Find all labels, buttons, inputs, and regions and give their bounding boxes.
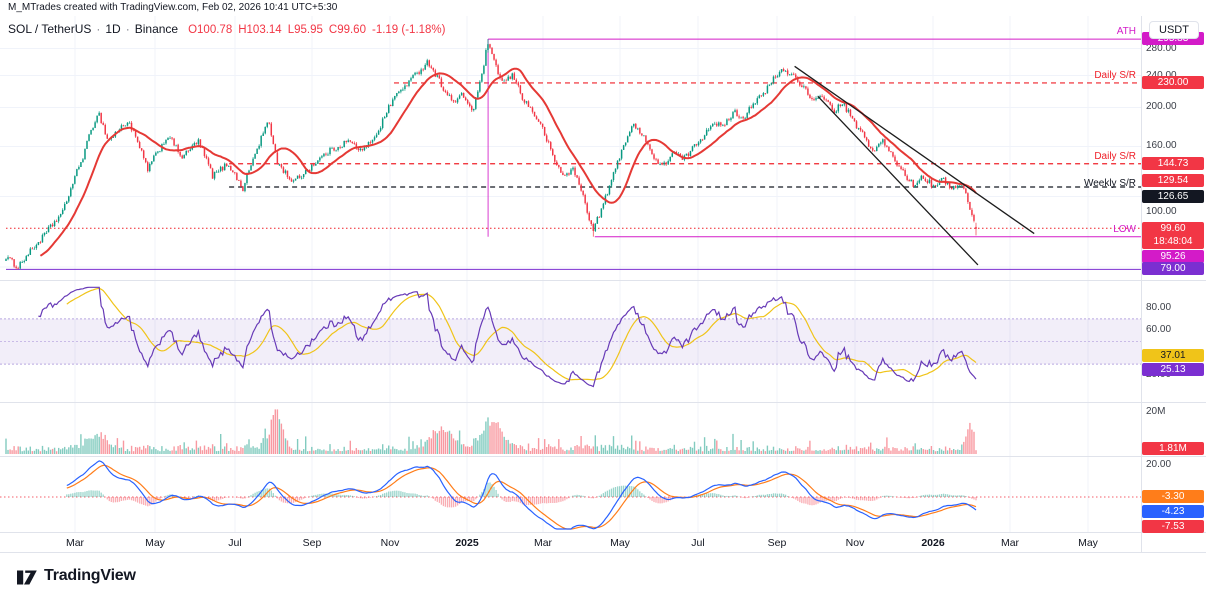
- axis-badge-low: 95.26: [1142, 250, 1204, 263]
- time-axis-label: Sep: [302, 537, 322, 549]
- time-axis-label: Nov: [380, 537, 400, 549]
- axis-badge-weekly_sr: 126.65: [1142, 190, 1204, 203]
- price-axis-label: 200.00: [1146, 101, 1177, 113]
- macd-badge-orange: -3.30: [1142, 490, 1204, 503]
- pane-separator: [0, 280, 1206, 281]
- tradingview-logo-icon[interactable]: [16, 566, 38, 591]
- level-label-ath: ATH: [1116, 26, 1136, 37]
- ohlc-close: C99.60: [328, 24, 366, 36]
- macd-badge-blue: -4.23: [1142, 505, 1204, 518]
- symbol-name[interactable]: SOL / TetherUS: [8, 22, 92, 36]
- rsi-axis-label: 60.00: [1146, 324, 1172, 336]
- axis-badge-level_79: 79.00: [1142, 262, 1204, 275]
- time-axis-label: 2025: [455, 537, 479, 549]
- rsi-badge-purple: 25.13: [1142, 362, 1204, 376]
- macd-badge-red: -7.53: [1142, 520, 1204, 533]
- level-label-daily_sr_lower: Daily S/R: [1094, 151, 1136, 162]
- bar-countdown: 18:48:04: [1153, 236, 1193, 247]
- price-axis-label: 100.00: [1146, 206, 1177, 217]
- level-label-weekly_sr: Weekly S/R: [1083, 178, 1136, 189]
- price-axis-border: [1141, 16, 1142, 553]
- volume-badge: 1.81M: [1142, 442, 1204, 455]
- ma-line: [39, 67, 977, 257]
- last-price-badge: 99.60 18:48:04: [1142, 222, 1204, 249]
- legend-separator: ·: [96, 22, 101, 36]
- ohlc-high: H103.14: [238, 24, 282, 36]
- interval-label[interactable]: 1D: [105, 22, 121, 36]
- volume-axis-label: 20M: [1146, 406, 1166, 417]
- rsi-line: [38, 286, 977, 388]
- ohlc-open: O100.78: [188, 24, 233, 36]
- candles-up: [5, 39, 963, 270]
- rsi-axis-label: 80.00: [1146, 301, 1172, 313]
- time-axis[interactable]: [0, 533, 1206, 553]
- trendline-1: [794, 65, 1035, 235]
- chart-area[interactable]: SOL / TetherUS · 1D · Binance O100.78 H103.14 L…: [0, 16, 1206, 553]
- time-axis-label: 2026: [921, 537, 945, 549]
- rsi-pane[interactable]: [0, 281, 1141, 402]
- currency-button[interactable]: USDT: [1149, 21, 1199, 39]
- time-axis-label: Mar: [65, 537, 85, 549]
- axis-badge-daily_sr_lower: 144.73: [1142, 157, 1204, 170]
- price-axis-label: 160.00: [1146, 140, 1177, 152]
- candles-down: [9, 43, 977, 270]
- ohlc-values: O100.78 H103.14 L95.95 C99.60 -1.19 (-1.18%): [188, 24, 451, 36]
- volume-pane[interactable]: [0, 403, 1141, 456]
- time-axis-label: May: [145, 537, 165, 549]
- main-price-pane[interactable]: [0, 16, 1141, 280]
- time-axis-label: May: [610, 537, 630, 549]
- macd-axis-label: 20.00: [1146, 459, 1172, 470]
- watermark-text: M_MTrades created with TradingView.com, …: [8, 2, 338, 13]
- pane-separator: [0, 532, 1206, 533]
- macd-line: [66, 460, 977, 530]
- ohlc-low: L95.95: [287, 24, 323, 36]
- pane-separator: [0, 456, 1206, 457]
- price-axis-label: 280.00: [1146, 42, 1177, 54]
- trendline-2: [817, 95, 979, 266]
- ohlc-change: -1.19 (-1.18%): [371, 24, 446, 36]
- level-label-daily_sr_upper: Daily S/R: [1094, 70, 1136, 81]
- time-axis-label: Nov: [845, 537, 865, 549]
- exchange-label[interactable]: Binance: [134, 22, 179, 36]
- symbol-legend: SOL / TetherUS · 1D · Binance O100.78 H103.14 L…: [8, 22, 452, 36]
- time-axis-label: May: [1078, 537, 1098, 549]
- rsi-badge-yellow: 37.01: [1142, 349, 1204, 363]
- brand-name[interactable]: TradingView: [44, 567, 136, 584]
- price-axis-label: 240.00: [1146, 69, 1177, 81]
- footer: TradingView: [0, 553, 1206, 601]
- axis-badge-ma: 129.54: [1142, 174, 1204, 187]
- legend-separator: ·: [125, 22, 130, 36]
- time-axis-label: Mar: [1000, 537, 1020, 549]
- pane-separator: [0, 402, 1206, 403]
- time-axis-label: Mar: [533, 537, 553, 549]
- axis-badge-daily_sr_upper: 230.00: [1142, 76, 1204, 89]
- time-axis-label: Jul: [691, 537, 705, 549]
- time-axis-label: Sep: [767, 537, 787, 549]
- macd-pane[interactable]: [0, 457, 1141, 532]
- pane-separator: [0, 552, 1206, 553]
- last-price-value: 99.60: [1160, 223, 1186, 234]
- rsi-ma-line: [66, 287, 977, 381]
- level-label-low: LOW: [1113, 224, 1136, 235]
- macd-signal-line: [66, 464, 977, 530]
- time-axis-label: Jul: [228, 537, 242, 549]
